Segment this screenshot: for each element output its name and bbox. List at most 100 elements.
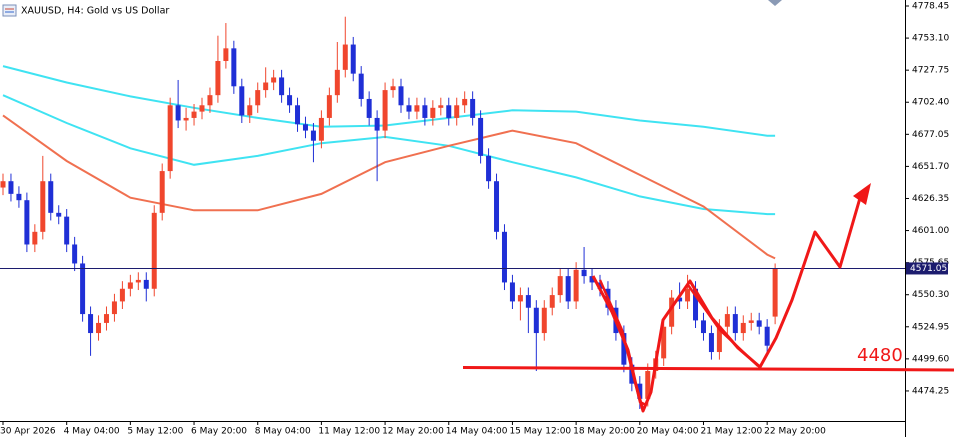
candle-body [143,279,149,289]
candle-body [151,212,157,289]
candle-body [263,82,269,91]
candle-body [414,105,420,112]
candle-body [422,105,428,118]
candle-body [406,105,412,112]
moving-average [2,114,776,260]
candle-body [271,77,277,83]
y-tick-label: 4550.30 [912,290,949,300]
x-tick-label: 30 Apr 2026 [0,427,56,437]
candle-body [302,124,308,131]
candle-body [88,314,94,334]
candle-body [183,117,189,121]
candle-body [732,314,738,334]
candle-body [589,276,595,283]
y-tick-label: 4702.40 [912,98,949,108]
chart-title: XAUUSD, H4: Gold vs US Dollar [21,6,169,17]
candle-body [191,111,197,118]
x-tick-label: 8 May 04:00 [255,427,311,437]
drawing-annotations: 4480 [462,183,954,413]
candle-body [56,212,62,217]
x-tick-label: 15 May 12:00 [509,427,571,437]
candle-body [541,307,547,334]
candle-body [438,105,444,108]
x-tick-label: 20 May 04:00 [637,427,699,437]
candle-body [207,95,213,106]
moving-average [2,94,776,216]
x-tick-label: 4 May 04:00 [64,427,120,437]
candle-body [724,314,730,327]
candle-body [430,107,436,118]
candle-body [96,322,102,334]
candle-body [486,155,492,182]
scroll-marker [768,0,782,6]
candle-body [700,320,706,334]
candle-body [581,269,587,277]
y-tick-label: 4778.45 [912,2,949,12]
y-tick-label: 4474.25 [912,386,949,396]
candle-body [478,117,484,156]
candle-body [48,181,54,213]
candle-body [573,269,579,302]
candle-body [677,297,683,302]
pattern-curve [686,284,759,367]
candle-body [446,105,452,118]
x-tick-label: 6 May 20:00 [191,427,247,437]
candle-body [310,130,316,141]
support-line [462,366,954,372]
candle-body [358,73,364,99]
x-tick-label: 22 May 20:00 [764,427,826,437]
candle-body [215,60,221,96]
candle-body [693,288,699,321]
candle-body [127,282,133,289]
candle-body [756,320,762,327]
candle-body [382,90,388,131]
candle-body [334,69,340,96]
x-tick-label: 12 May 20:00 [382,427,444,437]
candle-body [764,326,770,346]
candle-body [318,117,324,141]
y-tick-label: 4524.95 [912,322,949,332]
symbol-icon [2,4,17,17]
candle-body [32,231,38,245]
candle-body [326,95,332,118]
candle-body [533,307,539,334]
candle-body [119,288,125,302]
candle-body [494,181,500,232]
candle-body [279,77,285,96]
y-tick-label: 4626.35 [912,194,949,204]
candle-body [740,322,746,334]
candle-body [685,288,691,302]
chart-header: XAUUSD, H4: Gold vs US Dollar [2,4,169,17]
y-tick-label: 4601.00 [912,226,949,236]
candle-body [390,86,396,91]
candle-body [159,171,165,213]
moving-average [2,65,776,137]
y-tick-label: 4753.10 [912,34,949,44]
candle-body [621,333,627,365]
y-tick-label: 4499.60 [912,354,949,364]
candle-body [231,48,237,87]
candle-body [64,216,70,245]
candle-body [80,263,86,315]
candle-body [72,244,78,264]
x-tick-label: 18 May 20:00 [573,427,635,437]
candle-body [525,295,531,308]
candle-body [175,105,181,121]
candle-body [223,48,229,61]
last-price-box [906,262,948,275]
candle-body [247,105,253,116]
candle-body [716,326,722,353]
candle-body [135,279,141,283]
candle-body [645,371,651,399]
candle-body [199,105,205,112]
y-tick-label: 4677.05 [912,130,949,140]
x-tick-label: 11 May 12:00 [318,427,380,437]
candle-body [597,282,603,289]
candle-body [565,276,571,302]
candle-body [103,314,109,323]
candle-body [167,105,173,172]
candle-body [239,86,245,116]
x-tick-label: 5 May 12:00 [127,427,183,437]
candle-body [661,326,667,359]
